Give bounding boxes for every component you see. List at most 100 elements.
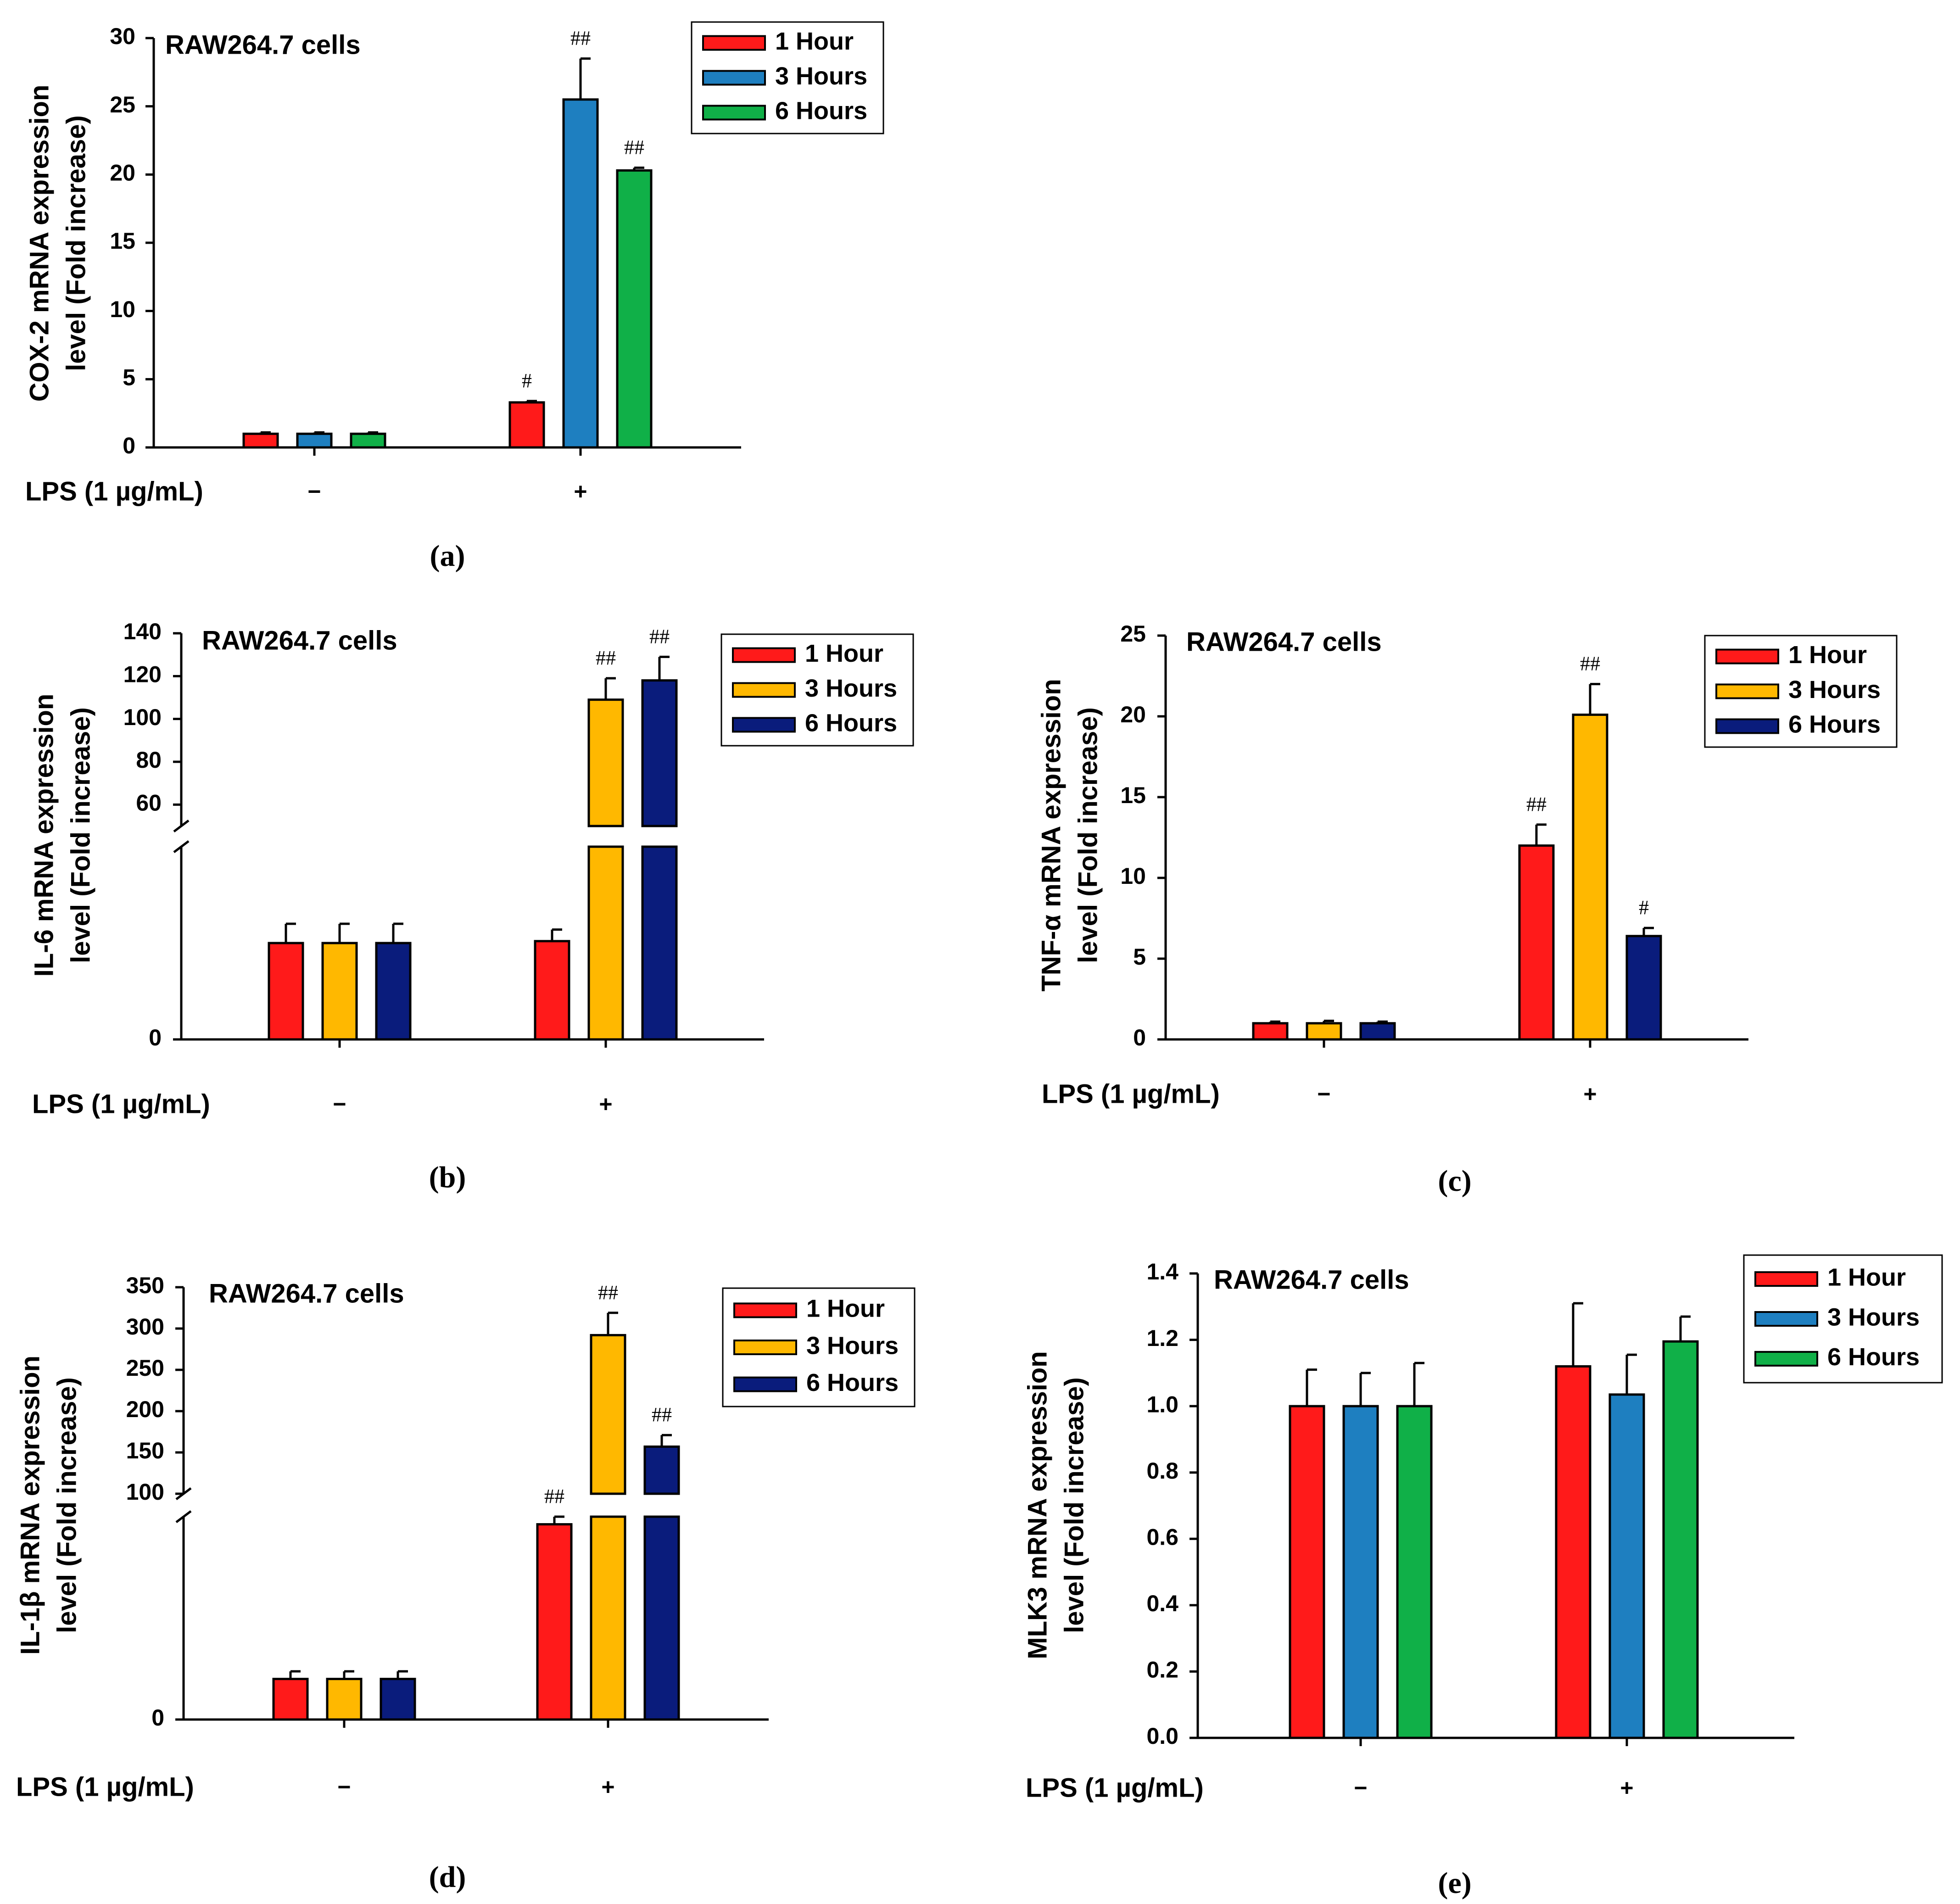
- y-tick-label: 0: [149, 1025, 162, 1050]
- y-tick-label: 30: [110, 23, 135, 49]
- y-tick-label: 0.8: [1146, 1458, 1178, 1484]
- bar-b-s2-c1-upper: [641, 679, 678, 827]
- significance-mark: ##: [1580, 653, 1600, 675]
- legend-swatch: [1754, 1311, 1818, 1327]
- y-axis-label: MLK3 mRNA expression: [1022, 1351, 1052, 1659]
- legend-label: 6 Hours: [1827, 1343, 1920, 1371]
- y-tick-label: 15: [1120, 782, 1146, 808]
- y-axis-label: level (Fold increase): [66, 707, 95, 963]
- legend-label: 3 Hours: [775, 62, 867, 90]
- bar-a-s0-c1: [508, 401, 545, 449]
- significance-mark: ##: [598, 1281, 618, 1304]
- chart-panel-b: 0 60 80 100 120 140 ## ## − + LPS (1 µg/mL) RAW264.…: [29, 619, 914, 1194]
- y-tick-label: 150: [126, 1438, 164, 1463]
- y-tick-label: 0.6: [1146, 1524, 1178, 1550]
- bar-c-s2-c0: [1359, 1022, 1396, 1041]
- chart-title: RAW264.7 cells: [1214, 1265, 1409, 1295]
- legend-label: 3 Hours: [806, 1332, 899, 1359]
- x-axis-label: LPS (1 µg/mL): [1026, 1773, 1204, 1803]
- legend-swatch: [1754, 1271, 1818, 1287]
- chart-panel-e: 0.0 0.2 0.4 0.6 0.8 1.0 1.2 1.4 − + LPS (1 µg/mL) R…: [1022, 1254, 1943, 1900]
- bar-d-s2-c1-lower: [643, 1515, 680, 1721]
- x-axis-label: LPS (1 µg/mL): [1042, 1079, 1220, 1109]
- bar-d-s1-c0: [326, 1678, 363, 1721]
- bar-d-s0-c0: [272, 1678, 309, 1721]
- significance-mark: ##: [544, 1485, 564, 1508]
- bar-a-s2-c1: [616, 169, 653, 449]
- legend-label: 1 Hour: [775, 28, 854, 55]
- significance-mark: ##: [570, 27, 591, 50]
- y-tick-label: 350: [126, 1273, 164, 1298]
- y-tick-label: 100: [126, 1479, 164, 1505]
- legend-label: 6 Hours: [805, 709, 897, 737]
- category-label: +: [1583, 1081, 1597, 1107]
- category-label: −: [337, 1774, 351, 1800]
- significance-mark: ##: [652, 1403, 672, 1426]
- y-tick-label: 60: [136, 790, 162, 816]
- y-tick-label: 140: [123, 619, 162, 644]
- y-tick-label: 0.4: [1146, 1591, 1178, 1616]
- bar-b-s1-c1-lower: [587, 845, 624, 1041]
- legend-label: 3 Hours: [1788, 676, 1881, 704]
- significance-mark: #: [522, 369, 532, 392]
- y-tick-label: 80: [136, 747, 162, 773]
- bar-b-s1-c0: [321, 942, 358, 1041]
- bar-b-s2-c0: [375, 942, 412, 1041]
- significance-mark: #: [1639, 896, 1649, 919]
- y-axis-label: TNF-α mRNA expression: [1036, 679, 1066, 991]
- bar-d-s2-c1-upper: [643, 1445, 680, 1495]
- bar-c-s1-c0: [1306, 1022, 1342, 1041]
- y-tick-label: 100: [123, 704, 162, 730]
- y-tick-label: 0: [1133, 1025, 1146, 1050]
- y-tick-label: 25: [1120, 621, 1146, 647]
- y-axis-label: COX-2 mRNA expression: [24, 85, 54, 402]
- y-tick-label: 20: [110, 160, 135, 186]
- y-tick-label: 120: [123, 662, 162, 687]
- y-axis-label: level (Fold increase): [1073, 707, 1103, 963]
- legend-swatch: [733, 1340, 797, 1355]
- legend-label: 3 Hours: [805, 675, 897, 702]
- significance-mark: ##: [1526, 793, 1547, 815]
- y-axis-label: IL-6 mRNA expression: [29, 694, 59, 977]
- y-axis-label: IL-1β mRNA expression: [15, 1356, 45, 1655]
- y-tick-label: 15: [110, 228, 135, 254]
- legend-swatch: [1715, 683, 1779, 699]
- chart-title: RAW264.7 cells: [202, 625, 397, 655]
- bar-d-s0-c1: [536, 1523, 573, 1721]
- panel-caption: (e): [1438, 1866, 1471, 1900]
- panel-caption: (d): [429, 1860, 466, 1894]
- legend-label: 1 Hour: [1788, 641, 1867, 669]
- legend-swatch: [1715, 648, 1779, 664]
- panel-caption: (b): [429, 1161, 466, 1194]
- category-label: +: [599, 1091, 612, 1117]
- legend-label: 6 Hours: [1788, 711, 1881, 738]
- chart-title: RAW264.7 cells: [165, 30, 361, 60]
- bar-b-s0-c1: [534, 940, 570, 1041]
- legend-swatch: [732, 647, 796, 663]
- y-tick-label: 0: [123, 433, 135, 458]
- legend-swatch: [733, 1302, 797, 1318]
- y-tick-label: 0: [151, 1705, 164, 1731]
- y-tick-label: 5: [123, 365, 135, 391]
- y-tick-label: 300: [126, 1314, 164, 1340]
- legend-label: 1 Hour: [1827, 1263, 1906, 1291]
- y-tick-label: 10: [110, 296, 135, 322]
- legend-label: 1 Hour: [806, 1295, 885, 1323]
- panel-caption: (c): [1438, 1164, 1471, 1198]
- category-label: −: [1354, 1775, 1367, 1801]
- legend-swatch: [732, 682, 796, 698]
- panel-caption: (a): [430, 539, 465, 573]
- y-tick-label: 1.0: [1146, 1391, 1178, 1417]
- y-axis-label: level (Fold increase): [52, 1377, 82, 1633]
- bar-e-s1-c0: [1342, 1405, 1379, 1739]
- category-label: +: [601, 1774, 614, 1800]
- legend-swatch: [702, 105, 766, 121]
- legend-swatch: [1754, 1351, 1818, 1367]
- axis-break-mark: [173, 820, 190, 832]
- legend-label: 3 Hours: [1827, 1303, 1920, 1331]
- chart-title: RAW264.7 cells: [209, 1279, 404, 1308]
- x-axis-label: LPS (1 µg/mL): [16, 1772, 194, 1802]
- y-tick-label: 5: [1133, 944, 1146, 970]
